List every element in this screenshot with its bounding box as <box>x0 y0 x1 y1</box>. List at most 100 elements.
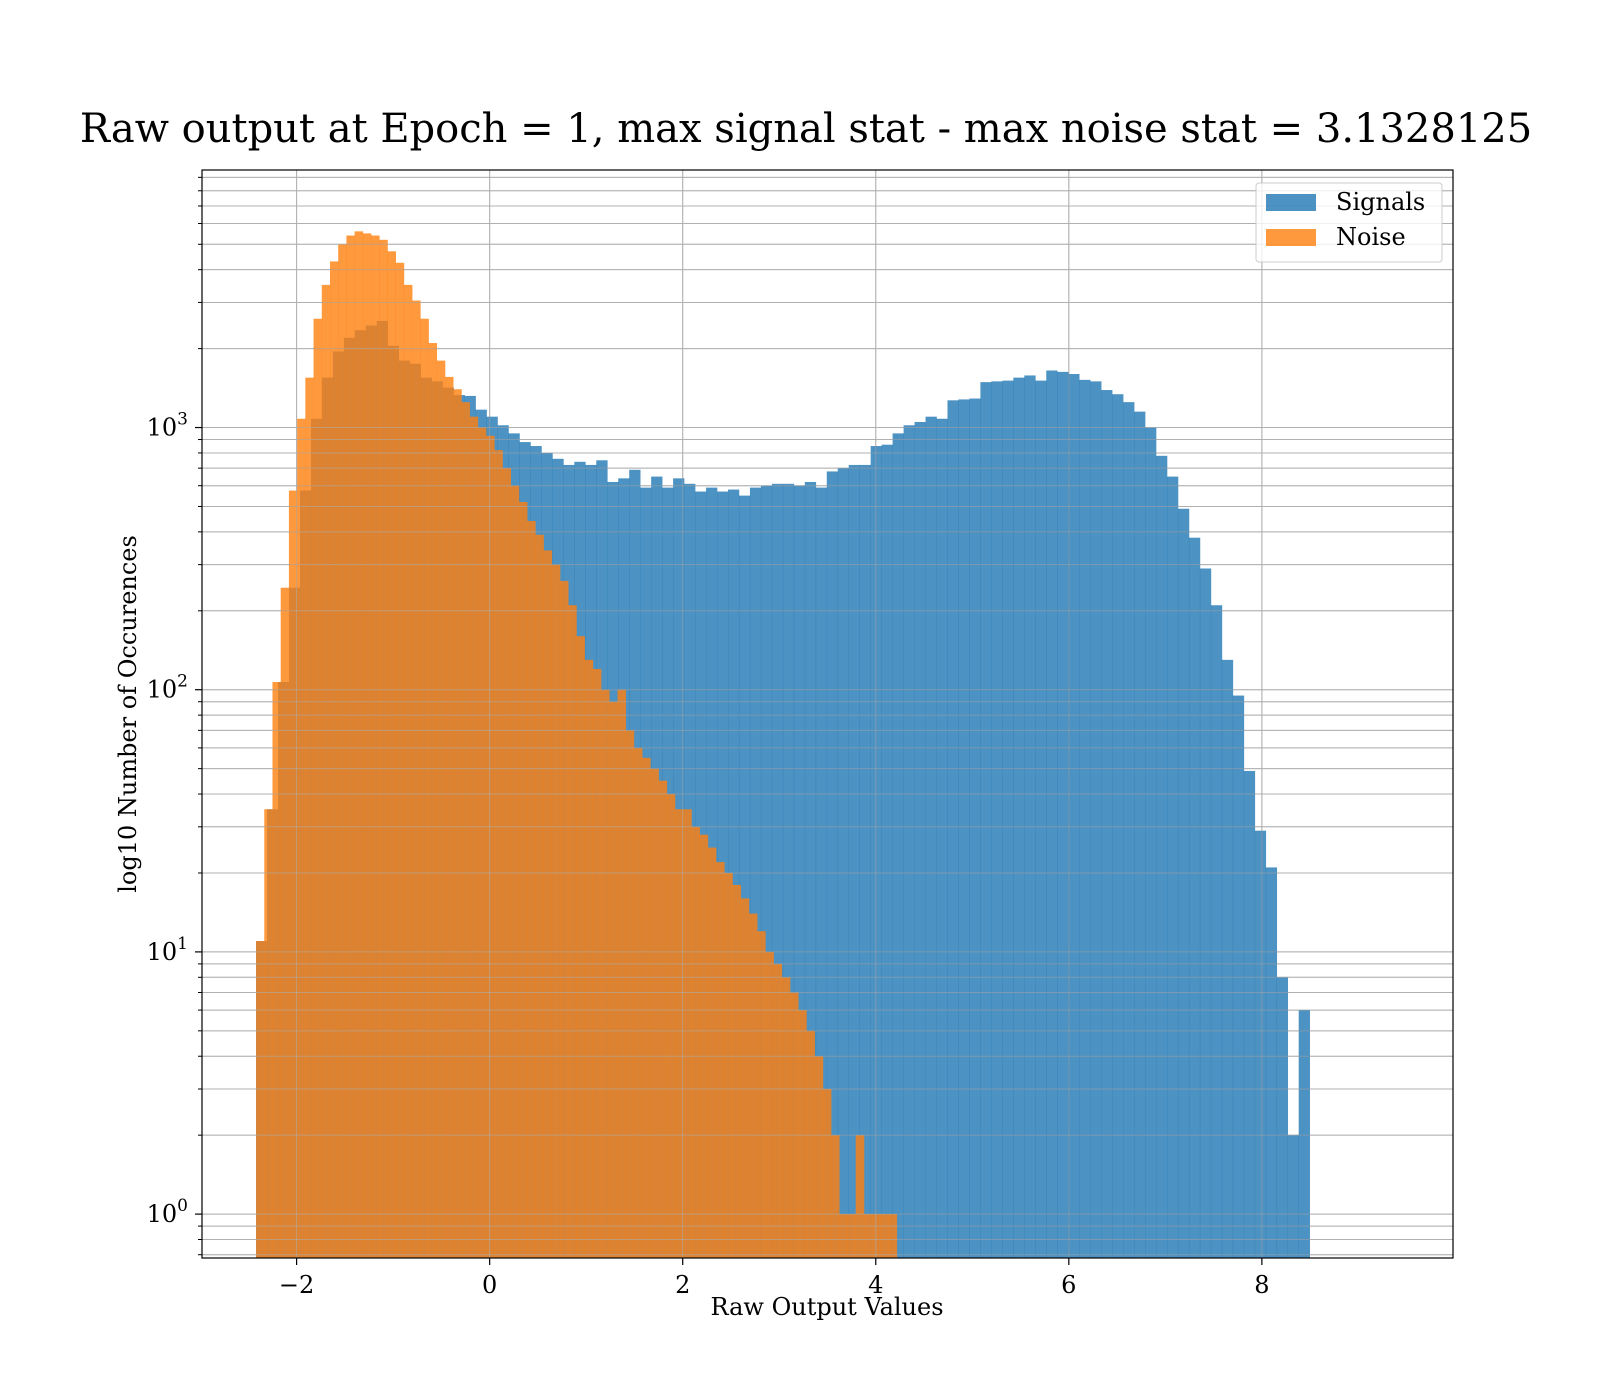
x-tick-label: 6 <box>1061 1271 1076 1299</box>
noise-bar <box>313 318 323 1258</box>
noise-bar <box>420 318 429 1258</box>
noise-bar <box>781 977 791 1258</box>
noise-bar <box>847 1214 857 1258</box>
signals-bar <box>1002 380 1014 1258</box>
noise-bar <box>683 809 692 1258</box>
y-tick-label: 102 <box>147 672 188 704</box>
legend-swatch-noise <box>1266 229 1316 246</box>
signals-bar <box>1232 695 1245 1258</box>
noise-bar <box>822 1088 832 1258</box>
noise-bar <box>412 300 421 1258</box>
signals-bar <box>870 446 882 1258</box>
y-axis-label: log10 Number of Occurences <box>114 535 142 893</box>
noise-bar <box>798 1010 807 1258</box>
noise-bar <box>880 1214 889 1258</box>
signals-bar <box>1177 508 1190 1258</box>
signals-bar <box>837 468 850 1258</box>
noise-bar <box>601 689 610 1258</box>
noise-bar <box>814 1056 824 1258</box>
noise-bar <box>272 682 281 1258</box>
signals-bar <box>980 382 992 1258</box>
x-tick-label: 8 <box>1254 1271 1269 1299</box>
noise-bar <box>675 809 684 1258</box>
noise-bars <box>256 231 898 1259</box>
noise-bar <box>773 963 783 1258</box>
signals-bar <box>1276 977 1289 1258</box>
signals-bar <box>771 483 784 1258</box>
signals-bar <box>1112 394 1124 1259</box>
noise-bar <box>748 913 758 1258</box>
signals-bar <box>936 418 948 1258</box>
noise-bar <box>831 1135 840 1258</box>
noise-bar <box>740 898 750 1258</box>
signals-bar <box>727 489 740 1258</box>
noise-bar <box>256 941 265 1258</box>
noise-bar <box>609 701 618 1258</box>
noise-bar <box>486 435 495 1258</box>
noise-bar <box>707 847 717 1258</box>
signals-bar <box>958 399 970 1258</box>
noise-bar <box>288 490 298 1258</box>
noise-bar <box>428 343 438 1258</box>
y-tick-label: 103 <box>147 410 188 442</box>
signals-bar <box>1057 371 1069 1258</box>
noise-bar <box>617 689 626 1258</box>
signals-bar <box>947 400 959 1258</box>
noise-bar <box>502 468 511 1258</box>
noise-bar <box>568 605 577 1258</box>
noise-bar <box>371 235 380 1258</box>
noise-bar <box>543 550 553 1258</box>
noise-bar <box>806 1030 815 1258</box>
legend-label-noise: Noise <box>1336 223 1406 251</box>
noise-bar <box>658 780 668 1258</box>
noise-bar <box>264 809 273 1258</box>
signals-bar <box>1090 381 1102 1258</box>
noise-bar <box>395 262 405 1258</box>
noise-bar <box>346 235 355 1258</box>
noise-bar <box>321 284 331 1258</box>
x-tick-label: 4 <box>868 1271 883 1299</box>
noise-bar <box>666 794 676 1258</box>
noise-bar <box>453 389 462 1259</box>
noise-bar <box>551 564 561 1258</box>
signals-bar <box>1199 568 1212 1258</box>
noise-bar <box>642 757 651 1258</box>
noise-bar <box>790 992 799 1258</box>
signals-bar <box>1079 379 1091 1258</box>
signals-bar <box>738 495 751 1258</box>
signals-bar <box>1287 1135 1300 1258</box>
signals-bar <box>1210 605 1223 1258</box>
y-tick-label: 100 <box>147 1196 188 1228</box>
y-tick-label: 101 <box>147 934 188 966</box>
signals-bar <box>1035 380 1047 1258</box>
signals-bar <box>1167 476 1179 1259</box>
signals-bar <box>1134 411 1146 1258</box>
noise-bar <box>436 360 446 1258</box>
noise-bar <box>625 730 635 1258</box>
noise-bar <box>494 450 503 1258</box>
noise-bar <box>757 931 766 1258</box>
signals-bar <box>991 381 1003 1258</box>
noise-bar <box>387 251 396 1258</box>
signals-bar <box>914 421 926 1259</box>
noise-bar <box>510 485 520 1258</box>
grid-front-layer <box>202 170 1453 1258</box>
noise-bar <box>839 1214 848 1258</box>
signals-bar <box>1145 427 1157 1258</box>
noise-bar <box>305 377 314 1258</box>
signals-bar <box>782 483 795 1258</box>
noise-bar <box>691 826 700 1258</box>
noise-bar <box>469 416 479 1258</box>
signals-bar <box>892 433 904 1258</box>
legend: Signals Noise <box>1255 182 1443 263</box>
signals-bar <box>848 464 860 1258</box>
signals-bar <box>804 481 817 1259</box>
signals-bar <box>1046 370 1058 1258</box>
signals-bar <box>826 471 839 1258</box>
signals-bar <box>969 398 981 1258</box>
noise-bar <box>518 501 528 1258</box>
legend-swatch-signals <box>1266 194 1316 211</box>
noise-bar <box>297 418 306 1258</box>
chart-title: Raw output at Epoch = 1, max signal stat… <box>80 106 1532 152</box>
